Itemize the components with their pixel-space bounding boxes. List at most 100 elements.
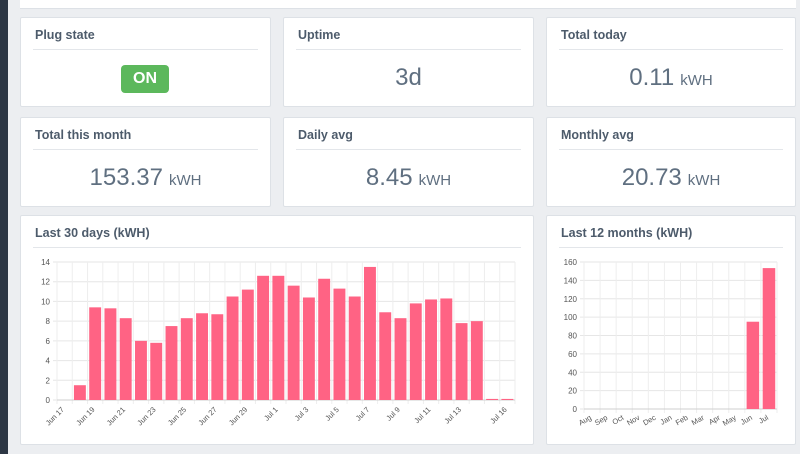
y-tick-label: 140: [564, 276, 578, 285]
plug-state-card: Plug state ON: [20, 17, 271, 107]
value-unit: kWH: [168, 172, 202, 189]
bar: [501, 398, 514, 400]
value-number: 20.73: [621, 164, 682, 191]
y-tick-label: 100: [564, 313, 578, 322]
x-tick-label: Aug: [577, 413, 593, 427]
bar: [470, 321, 483, 400]
y-tick-label: 10: [41, 297, 50, 306]
x-tick-label: Jun 17: [44, 405, 66, 427]
y-tick-label: 4: [46, 357, 51, 366]
x-tick-label: Jun 27: [196, 405, 218, 427]
bar: [180, 318, 193, 400]
total-today-value: 0.11 kWH: [547, 64, 795, 92]
bar: [409, 303, 422, 400]
bar: [165, 326, 178, 400]
y-tick-label: 8: [46, 317, 51, 326]
value-number: 153.37: [89, 164, 163, 191]
value-number: 3d: [395, 64, 422, 91]
monthly-avg-value: 20.73 kWH: [547, 164, 795, 192]
y-tick-label: 20: [568, 387, 577, 396]
x-tick-label: Jun 23: [135, 405, 157, 427]
bar: [379, 312, 392, 400]
x-tick-label: Jul: [757, 413, 770, 426]
value-unit: kWH: [680, 72, 713, 89]
y-tick-label: 40: [568, 368, 577, 377]
value-unit: kWH: [687, 172, 721, 189]
top-panel-edge: [20, 0, 796, 9]
bar: [746, 321, 760, 409]
x-tick-label: Jun: [739, 413, 754, 427]
y-tick-label: 120: [564, 295, 578, 304]
bar: [302, 297, 315, 400]
card-title: Monthly avg: [561, 128, 634, 142]
last-12-months-card: Last 12 months (kWH) 0 20 40 60 80 100 120 140 1…: [546, 215, 796, 445]
bar: [73, 385, 86, 400]
x-tick-label: Jul 3: [293, 405, 311, 423]
bar: [89, 307, 102, 400]
value-unit: kWH: [418, 172, 452, 189]
card-divider: [33, 247, 521, 248]
total-today-card: Total today 0.11 kWH: [546, 17, 796, 107]
y-tick-label: 160: [564, 258, 578, 267]
bar: [150, 342, 163, 400]
card-title: Uptime: [298, 28, 341, 42]
x-tick-label: Sep: [593, 413, 609, 427]
bar: [135, 340, 147, 400]
bar: [272, 275, 285, 400]
y-tick-label: 0: [46, 396, 51, 405]
x-tick-label: Jul 11: [412, 405, 432, 425]
y-tick-label: 60: [568, 350, 577, 359]
chart-title: Last 12 months (kWH): [561, 226, 693, 240]
y-tick-label: 0: [573, 405, 578, 414]
x-tick-label: Jan: [658, 413, 673, 427]
daily-energy-chart[interactable]: 0 2 4 6 8 10 12 14 Jun 17 Jun 19 Jun 21 Jun 23 Jun 2…: [21, 249, 533, 445]
y-tick-label: 6: [46, 337, 51, 346]
card-divider: [559, 149, 783, 150]
value-number: 8.45: [365, 164, 413, 191]
card-divider: [296, 49, 521, 50]
bar: [241, 289, 254, 400]
card-divider: [33, 49, 258, 50]
y-tick-label: 12: [41, 278, 50, 287]
daily-avg-value: 8.45 kWH: [284, 164, 533, 192]
card-divider: [559, 247, 783, 248]
bar: [104, 308, 117, 400]
card-title: Total this month: [35, 128, 132, 142]
card-title: Plug state: [35, 28, 95, 42]
x-tick-label: May: [721, 413, 738, 428]
bar: [333, 288, 346, 400]
card-divider: [33, 149, 258, 150]
x-tick-label: Mar: [690, 413, 706, 428]
last-30-days-card: Last 30 days (kWH) 0 2 4 6 8 10 12 14 Jun 17 Jun …: [20, 215, 534, 445]
y-tick-label: 2: [46, 376, 51, 385]
x-tick-label: Jul 5: [323, 405, 341, 423]
total-month-value: 153.37 kWH: [21, 164, 270, 192]
monthly-avg-card: Monthly avg 20.73 kWH: [546, 117, 796, 207]
bar: [394, 318, 407, 400]
x-tick-label: Jun 29: [227, 405, 249, 427]
bar: [226, 296, 239, 400]
sidebar-edge: [0, 0, 8, 454]
bar: [425, 299, 437, 400]
plug-status-badge[interactable]: ON: [121, 65, 169, 93]
x-tick-label: Feb: [674, 413, 690, 427]
x-tick-label: Jul 9: [384, 405, 402, 423]
bar: [364, 266, 376, 400]
bar: [440, 298, 453, 400]
bar: [348, 296, 361, 400]
y-tick-label: 80: [568, 332, 577, 341]
uptime-card: Uptime 3d: [283, 17, 534, 107]
total-month-card: Total this month 153.37 kWH: [20, 117, 271, 207]
uptime-value: 3d: [284, 64, 533, 92]
card-divider: [559, 49, 783, 50]
x-tick-label: Oct: [611, 412, 626, 426]
x-tick-label: Nov: [625, 413, 641, 428]
daily-avg-card: Daily avg 8.45 kWH: [283, 117, 534, 207]
bar: [762, 268, 776, 409]
bar: [455, 323, 468, 400]
x-tick-label: Jul 16: [488, 405, 509, 426]
bar: [211, 314, 224, 400]
x-tick-label: Jul 7: [354, 405, 372, 423]
card-title: Total today: [561, 28, 627, 42]
monthly-energy-chart[interactable]: 0 20 40 60 80 100 120 140 160 Aug Sep Oct Nov Dec Jan F…: [547, 249, 795, 445]
